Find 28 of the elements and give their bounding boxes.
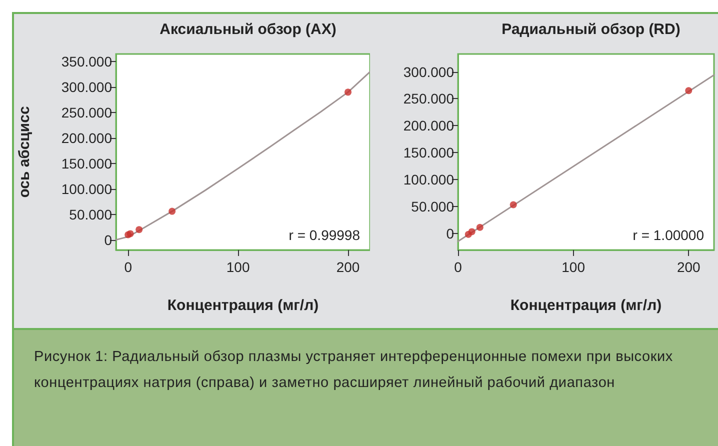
text: Рисунок 1: Радиальный обзор плазмы устраняет интерференционные помехи при высоких концентрациях натрия (справа) и заметно расширяет линейный рабочий диапазон (12, 330, 718, 446)
x-tick-label: 200 (676, 259, 701, 275)
chart-title: Радиальный обзор (RD) (502, 21, 680, 38)
y-tick-label: 0 (104, 232, 112, 248)
y-tick-label: 300.000 (61, 79, 112, 96)
y-tick-label: 250.000 (403, 90, 454, 107)
y-tick-label: 0 (446, 225, 454, 242)
y-tick-label: 250.000 (61, 104, 112, 121)
y-tick-label: 100.000 (61, 180, 112, 197)
y-tick-label: 50.000 (69, 206, 112, 222)
y-tick-label: 150.000 (403, 144, 454, 161)
x-tick-label: 200 (336, 259, 360, 275)
y-tick-label: 200.000 (403, 118, 454, 134)
x-tick-label: 100 (562, 259, 586, 275)
y-tick-label: 50.000 (411, 198, 454, 214)
y-tick-label: 300.000 (403, 64, 454, 80)
x-tick-label: 100 (226, 259, 250, 275)
y-tick-label: 350.000 (61, 54, 112, 70)
y-axis-title: ось абсцисс (16, 106, 33, 198)
x-tick-label: 0 (124, 259, 132, 275)
y-tick-label: 150.000 (61, 155, 112, 172)
chart-title: Аксиальный обзор (AX) (160, 21, 336, 38)
y-tick-label: 100.000 (403, 171, 454, 188)
annotation: r = 1.00000 (632, 227, 704, 243)
annotation: r = 0.99998 (288, 227, 360, 243)
x-axis-title: Концентрация (мг/л) (167, 297, 319, 314)
y-tick-label: 200.000 (61, 130, 112, 146)
x-axis-title: Концентрация (мг/л) (510, 297, 662, 314)
